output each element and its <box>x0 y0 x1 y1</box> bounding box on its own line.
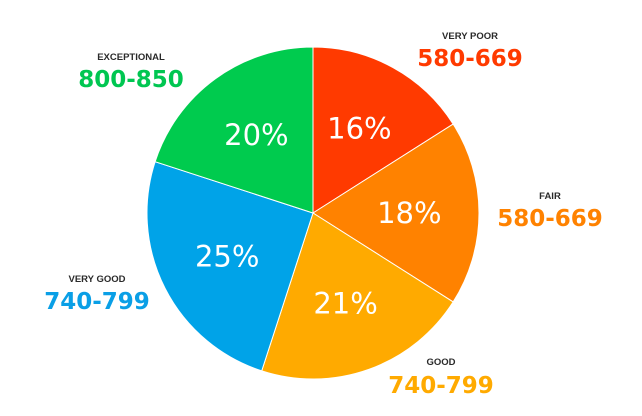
slice-percent-labels: 16% 18% 21% 25% 20% <box>195 112 442 321</box>
category-labels: VERY POOR 580-669 FAIR 580-669 GOOD 740-799 VE… <box>44 31 603 399</box>
category-name-good: GOOD <box>426 357 455 368</box>
pie-slice-good <box>261 212 454 380</box>
category-name-very-poor: VERY POOR <box>442 31 498 42</box>
category-name-very-good: VERY GOOD <box>68 274 125 285</box>
pie-slice-very-poor <box>312 46 454 214</box>
category-range-good: 740-799 <box>388 373 494 399</box>
slice-percent-fair: 18% <box>377 196 441 230</box>
category-range-very-good: 740-799 <box>44 289 150 315</box>
slice-percent-very-good: 25% <box>195 240 259 274</box>
category-range-very-poor: 580-669 <box>417 46 523 72</box>
category-name-exceptional: EXCEPTIONAL <box>97 52 165 63</box>
category-range-exceptional: 800-850 <box>78 67 184 93</box>
slice-percent-good: 21% <box>313 287 377 321</box>
category-range-fair: 580-669 <box>497 206 603 232</box>
pie-slice-very-good <box>146 161 314 372</box>
pie-slices <box>146 46 480 380</box>
category-name-fair: FAIR <box>539 191 561 202</box>
pie-slice-fair <box>312 123 480 303</box>
pie-slice-exceptional <box>154 46 314 214</box>
slice-percent-exceptional: 20% <box>224 118 288 152</box>
slice-percent-very-poor: 16% <box>327 112 391 146</box>
